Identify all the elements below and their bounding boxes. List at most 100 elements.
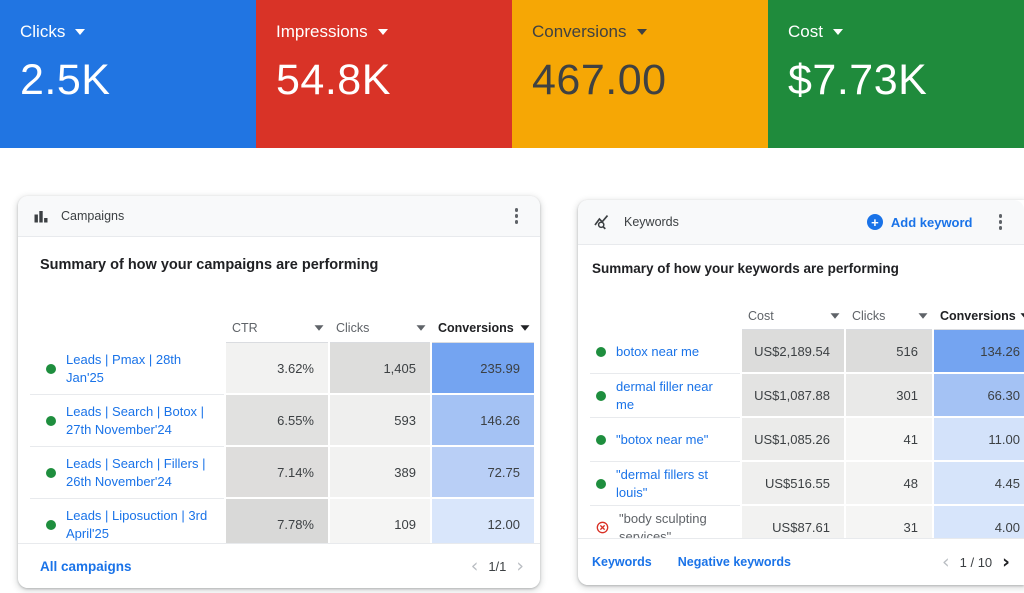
campaign-link[interactable]: Leads | Pmax | 28th Jan'25 — [66, 351, 216, 386]
keywords-card-title: Keywords — [624, 215, 679, 229]
keywords-summary-heading: Summary of how your keywords are perform… — [578, 245, 1024, 276]
table-row: Leads | Search | Fillers | 26th November… — [30, 447, 224, 499]
keywords-card-footer: Keywords Negative keywords ‹ 1 / 10 › — [578, 538, 1024, 585]
ctr-cell: 3.62% — [226, 343, 328, 395]
column-header-clicks[interactable]: Clicks — [846, 302, 932, 330]
ctr-cell: 6.55% — [226, 395, 328, 447]
cost-cell: US$1,085.26 — [742, 418, 844, 462]
tab-negative-keywords[interactable]: Negative keywords — [678, 555, 791, 569]
campaigns-card: Campaigns Summary of how your campaigns … — [18, 196, 540, 588]
conversions-cell: 72.75 — [432, 447, 534, 499]
conversions-cell: 146.26 — [432, 395, 534, 447]
page-indicator: 1 / 10 — [960, 555, 993, 570]
campaigns-table: CTR Clicks Conversions Leads | Pmax | 28… — [30, 291, 532, 551]
cost-cell: US$2,189.54 — [742, 330, 844, 374]
table-row: dermal filler near me — [590, 374, 740, 418]
clicks-cell: 41 — [846, 418, 932, 462]
keywords-pagination: ‹ 1 / 10 › — [942, 553, 1010, 572]
keyword-link[interactable]: "botox near me" — [616, 431, 708, 449]
status-enabled-icon — [596, 479, 606, 489]
status-removed-icon — [596, 521, 609, 534]
keyword-link[interactable]: botox near me — [616, 343, 699, 361]
add-keyword-button[interactable]: + Add keyword — [867, 214, 973, 230]
scorecard-value: 467.00 — [532, 56, 768, 105]
table-row: "dermal fillers st louis" — [590, 462, 740, 506]
next-page-icon[interactable]: › — [516, 557, 524, 576]
cost-cell: US$1,087.88 — [742, 374, 844, 418]
keyword-link[interactable]: dermal filler near me — [616, 378, 732, 413]
conversions-cell: 4.45 — [934, 462, 1024, 506]
scorecard-metric-selector[interactable]: Clicks — [20, 22, 256, 42]
more-options-icon[interactable] — [993, 210, 1009, 234]
scorecard-metric-selector[interactable]: Cost — [788, 22, 1024, 42]
page-indicator: 1/1 — [488, 559, 506, 574]
scorecard-value: $7.73K — [788, 56, 1024, 105]
campaigns-card-title: Campaigns — [61, 209, 124, 223]
chevron-down-icon — [833, 29, 843, 35]
chevron-down-icon — [417, 325, 426, 330]
clicks-cell: 516 — [846, 330, 932, 374]
campaigns-name-column-header — [30, 313, 224, 343]
scorecard-clicks: Clicks 2.5K — [0, 0, 256, 148]
previous-page-icon[interactable]: ‹ — [471, 557, 479, 576]
column-header-clicks[interactable]: Clicks — [330, 313, 430, 343]
conversions-cell: 235.99 — [432, 343, 534, 395]
campaign-link[interactable]: Leads | Search | Botox | 27th November'2… — [66, 403, 216, 438]
plus-icon: + — [867, 214, 883, 230]
campaigns-card-header: Campaigns — [18, 196, 540, 237]
campaign-link[interactable]: Leads | Liposuction | 3rd April'25 — [66, 507, 216, 542]
keywords-footer-tabs: Keywords Negative keywords — [592, 555, 791, 569]
keyword-link[interactable]: "dermal fillers st louis" — [616, 466, 732, 501]
scorecard-metric-selector[interactable]: Impressions — [276, 22, 512, 42]
scorecard-conversions: Conversions 467.00 — [512, 0, 768, 148]
keyword-insights-icon — [594, 214, 612, 230]
column-header-cost[interactable]: Cost — [742, 302, 844, 330]
table-row: Leads | Pmax | 28th Jan'25 — [30, 343, 224, 395]
keywords-card-header: Keywords + Add keyword — [578, 200, 1024, 245]
campaigns-card-footer: All campaigns ‹ 1/1 › — [18, 543, 540, 588]
chevron-down-icon — [919, 313, 928, 318]
clicks-cell: 1,405 — [330, 343, 430, 395]
scorecard-label: Cost — [788, 22, 823, 42]
table-row: "botox near me" — [590, 418, 740, 462]
tab-keywords[interactable]: Keywords — [592, 555, 652, 569]
scorecard-value: 54.8K — [276, 56, 512, 105]
clicks-cell: 48 — [846, 462, 932, 506]
clicks-cell: 389 — [330, 447, 430, 499]
scorecard-impressions: Impressions 54.8K — [256, 0, 512, 148]
chevron-down-icon — [831, 313, 840, 318]
keywords-name-column-header — [590, 302, 740, 330]
status-enabled-icon — [596, 347, 606, 357]
bar-chart-icon — [34, 209, 49, 224]
status-enabled-icon — [46, 416, 56, 426]
next-page-icon[interactable]: › — [1002, 553, 1010, 572]
status-enabled-icon — [46, 468, 56, 478]
campaign-link[interactable]: Leads | Search | Fillers | 26th November… — [66, 455, 216, 490]
chevron-down-icon — [521, 325, 530, 330]
status-enabled-icon — [46, 520, 56, 530]
scorecard-metric-selector[interactable]: Conversions — [532, 22, 768, 42]
table-row: Leads | Search | Botox | 27th November'2… — [30, 395, 224, 447]
scorecard-label: Clicks — [20, 22, 65, 42]
chevron-down-icon — [315, 325, 324, 330]
chevron-down-icon — [378, 29, 388, 35]
table-row: botox near me — [590, 330, 740, 374]
scorecard-value: 2.5K — [20, 56, 256, 105]
scorecard-cost: Cost $7.73K — [768, 0, 1024, 148]
column-header-conversions[interactable]: Conversions — [432, 313, 534, 343]
more-options-icon[interactable] — [509, 204, 525, 228]
status-enabled-icon — [46, 364, 56, 374]
conversions-cell: 11.00 — [934, 418, 1024, 462]
campaigns-pagination: ‹ 1/1 › — [471, 557, 524, 576]
cost-cell: US$516.55 — [742, 462, 844, 506]
column-header-conversions[interactable]: Conversions — [934, 302, 1024, 330]
all-campaigns-link[interactable]: All campaigns — [40, 559, 132, 574]
clicks-cell: 593 — [330, 395, 430, 447]
clicks-cell: 301 — [846, 374, 932, 418]
column-header-ctr[interactable]: CTR — [226, 313, 328, 343]
previous-page-icon[interactable]: ‹ — [942, 553, 950, 572]
keywords-card: Keywords + Add keyword Summary of how yo… — [578, 200, 1024, 585]
scorecard-label: Conversions — [532, 22, 627, 42]
status-enabled-icon — [596, 391, 606, 401]
conversions-cell: 134.26 — [934, 330, 1024, 374]
